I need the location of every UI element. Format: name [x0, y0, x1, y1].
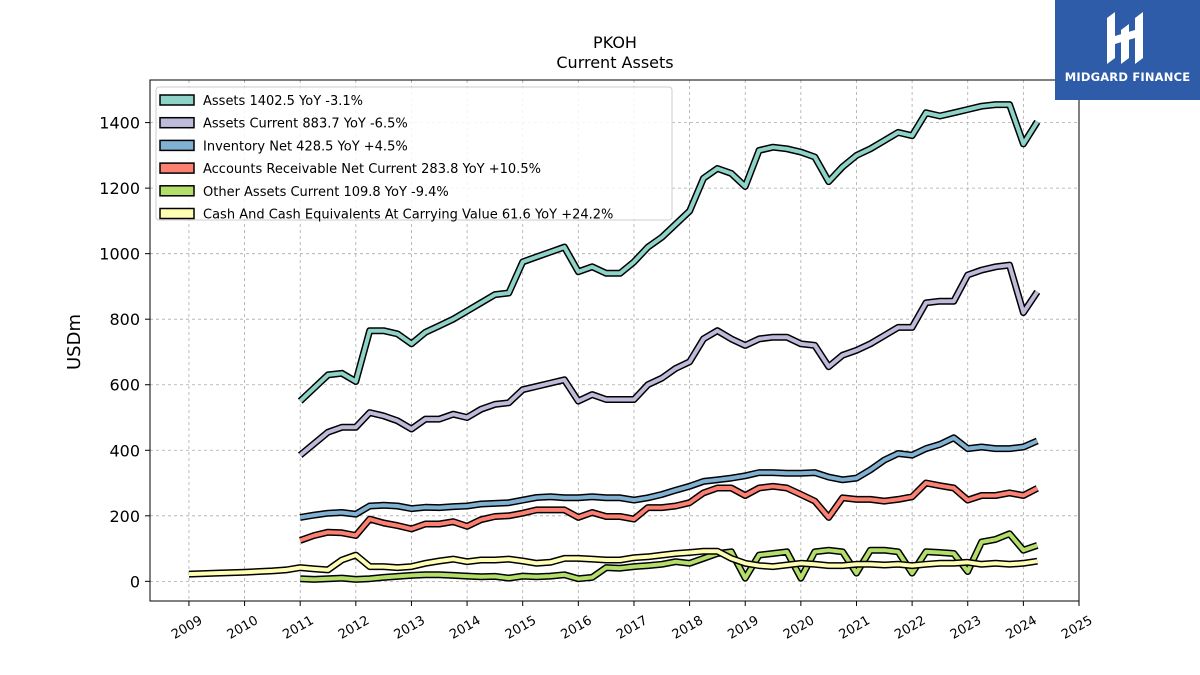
- legend-swatch: [159, 116, 195, 129]
- plot-frame: [149, 79, 1080, 602]
- legend-swatch: [159, 94, 195, 106]
- y-axis-label: USDm: [64, 314, 85, 370]
- x-tick-label: 2021: [837, 613, 873, 643]
- brand-name: MIDGARD FINANCE: [1064, 70, 1191, 84]
- series-3: [299, 479, 1039, 544]
- legend-swatch: [159, 139, 195, 152]
- x-tick-label: 2019: [725, 613, 761, 643]
- series-line: [299, 435, 1039, 520]
- legend-label: Cash And Cash Equivalents At Carrying Va…: [203, 208, 613, 223]
- chart-title: PKOH: [593, 33, 637, 52]
- legend: Assets 1402.5 YoY -3.1% Assets Current 88…: [155, 86, 673, 223]
- x-tick-label: 2012: [336, 613, 372, 643]
- legend-swatch: [159, 207, 195, 220]
- series-line: [298, 263, 1039, 457]
- x-tick-label: 2020: [781, 613, 817, 643]
- x-tick-label: 2011: [280, 613, 316, 643]
- y-tick-label: 200: [109, 507, 140, 526]
- x-tick-label: 2025: [1059, 613, 1095, 643]
- y-tick-label: 1200: [99, 179, 140, 198]
- series-2: [299, 434, 1039, 521]
- x-tick-label: 2016: [559, 613, 595, 643]
- x-tick-label: 2018: [670, 613, 706, 643]
- series-line: [298, 102, 1039, 403]
- x-tick-label: 2024: [1004, 613, 1040, 643]
- legend-label: Assets Current 883.7 YoY -6.5%: [203, 117, 408, 132]
- y-tick-label: 400: [109, 441, 140, 460]
- legend-swatch: [159, 185, 195, 197]
- brand-mark-icon: [1107, 12, 1143, 64]
- y-axis: 0 200 400 600 800 1000 1200 1400: [99, 114, 150, 591]
- x-tick-label: 2010: [225, 613, 261, 643]
- x-tick-label: 2023: [948, 613, 984, 643]
- legend-label: Inventory Net 428.5 YoY +4.5%: [203, 139, 408, 154]
- x-tick-label: 2013: [392, 613, 428, 643]
- series-0: [297, 101, 1041, 404]
- legend-label: Other Assets Current 109.8 YoY -9.4%: [203, 185, 449, 200]
- y-tick-label: 600: [109, 376, 140, 395]
- series-line: [300, 531, 1038, 582]
- legend-swatch: [159, 162, 195, 174]
- x-tick-label: 2022: [892, 613, 928, 643]
- x-tick-label: 2017: [614, 613, 650, 643]
- legend-label: Assets 1402.5 YoY -3.1%: [203, 94, 363, 109]
- legend-box: [155, 86, 673, 221]
- y-tick-label: 1000: [99, 245, 140, 264]
- y-tick-label: 1400: [99, 114, 140, 133]
- series-layer: [188, 101, 1041, 583]
- x-axis: 2009 2010 2011 2012 2013 2014 2015 2016 2017 2018…: [169, 601, 1095, 643]
- legend-label: Accounts Receivable Net Current 283.8 Yo…: [203, 162, 541, 177]
- y-tick-label: 800: [109, 310, 140, 329]
- series-1: [297, 261, 1041, 458]
- chart-subtitle: Current Assets: [556, 53, 673, 72]
- series-line: [188, 549, 1038, 577]
- series-4: [300, 530, 1039, 583]
- y-tick-label: 0: [130, 572, 140, 591]
- brand-logo: MIDGARD FINANCE: [1055, 0, 1200, 100]
- x-tick-label: 2014: [447, 613, 483, 643]
- x-tick-label: 2015: [503, 613, 539, 643]
- x-tick-label: 2009: [169, 613, 205, 643]
- series-line: [299, 481, 1039, 543]
- series-5: [188, 547, 1038, 578]
